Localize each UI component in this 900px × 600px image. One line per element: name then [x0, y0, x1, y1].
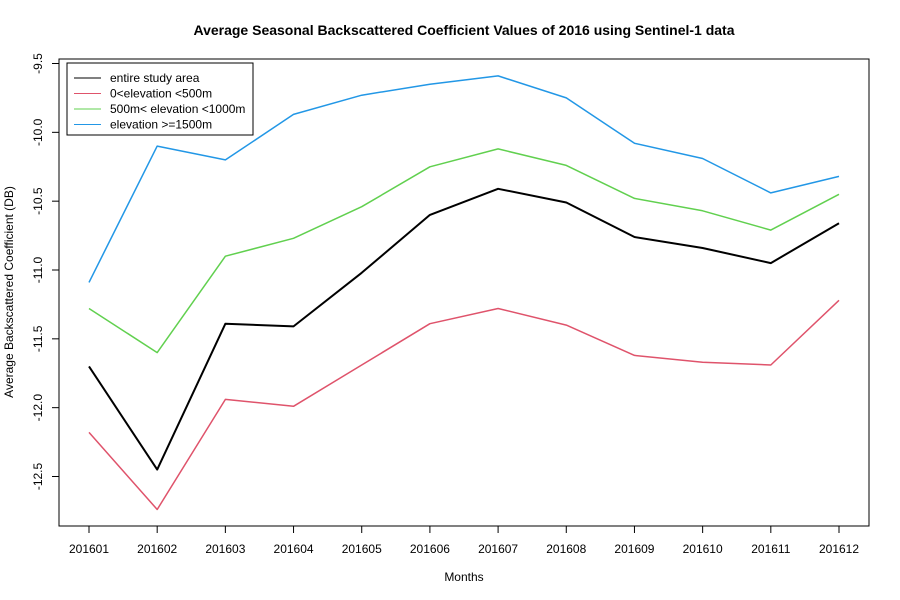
x-tick-label: 201607 [478, 542, 518, 556]
legend-label: entire study area [110, 71, 200, 85]
series-line-3 [88, 148, 840, 354]
y-axis-label: Average Backscattered Coefficient (DB) [2, 186, 16, 398]
series-lines [88, 75, 840, 511]
x-axis: 201601 201602 201603 201604 201605 201606 2016… [69, 525, 859, 556]
legend-box [66, 62, 254, 136]
y-tick-label: -10.5 [31, 187, 45, 215]
series-line-1 [88, 187, 840, 471]
x-tick-label: 201606 [410, 542, 450, 556]
y-tick-label: -11.0 [31, 256, 45, 283]
y-axis: -9.5 -10.0 -10.5 -11.0 -11.5 -12.0 -12.5 [31, 53, 60, 491]
x-tick-label: 201608 [546, 542, 586, 556]
legend-label: elevation >=1500m [110, 118, 212, 132]
legend: entire study area 0<elevation <500m500m< … [66, 62, 254, 136]
y-tick-label: -12.5 [31, 463, 45, 491]
y-tick-label: -9.5 [31, 53, 45, 74]
y-tick-label: -11.5 [31, 325, 45, 352]
x-tick-label: 201610 [683, 542, 723, 556]
series-line-2 [88, 299, 840, 511]
x-tick-label: 201609 [614, 542, 654, 556]
x-axis-label: Months [444, 570, 483, 584]
x-tick-label: 201611 [751, 542, 790, 556]
x-tick-label: 201604 [274, 542, 314, 556]
x-tick-label: 201612 [819, 542, 859, 556]
legend-label: 0<elevation <500m [110, 87, 212, 101]
legend-label: 500m< elevation <1000m [110, 102, 245, 116]
x-tick-label: 201603 [205, 542, 245, 556]
x-tick-label: 201605 [342, 542, 382, 556]
y-tick-label: -10.0 [31, 118, 45, 146]
chart-title: Average Seasonal Backscattered Coefficie… [193, 22, 734, 38]
x-tick-label: 201602 [137, 542, 177, 556]
series-line-4 [88, 75, 840, 283]
x-tick-label: 201601 [69, 542, 109, 556]
y-tick-label: -12.0 [31, 394, 45, 422]
